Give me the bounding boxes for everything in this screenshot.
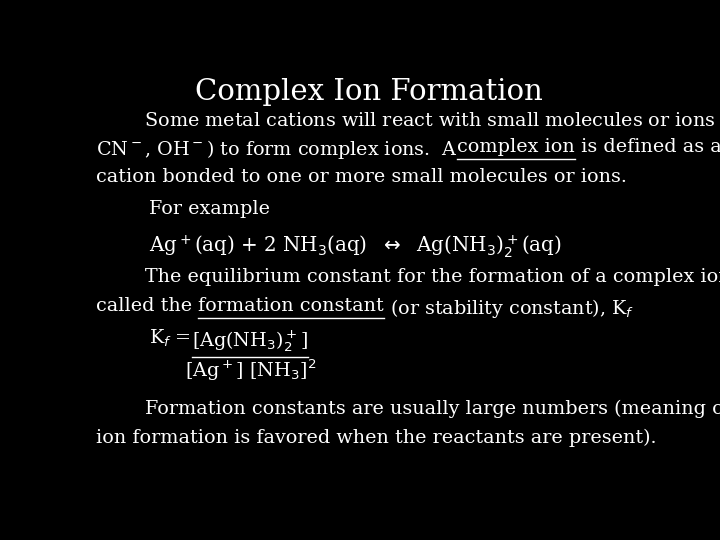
- Text: ion formation is favored when the reactants are present).: ion formation is favored when the reacta…: [96, 429, 656, 447]
- Text: [Ag(NH$_3$)$_2^+$]: [Ag(NH$_3$)$_2^+$]: [192, 328, 308, 354]
- Text: complex ion: complex ion: [457, 138, 575, 157]
- Text: cation bonded to one or more small molecules or ions.: cation bonded to one or more small molec…: [96, 167, 626, 186]
- Text: The equilibrium constant for the formation of a complex ion is: The equilibrium constant for the formati…: [96, 268, 720, 286]
- Text: For example: For example: [148, 200, 269, 218]
- Text: CN$^-$, OH$^-$) to form complex ions.  A: CN$^-$, OH$^-$) to form complex ions. A: [96, 138, 457, 161]
- Text: Complex Ion Formation: Complex Ion Formation: [195, 78, 543, 106]
- Text: formation constant: formation constant: [198, 297, 384, 315]
- Text: (or stability constant), K$_f$: (or stability constant), K$_f$: [384, 297, 634, 320]
- Text: Formation constants are usually large numbers (meaning complex: Formation constants are usually large nu…: [96, 400, 720, 418]
- Text: Ag$^+$(aq) + 2 NH$_3$(aq)  $\leftrightarrow$  Ag(NH$_3$)$_2^+$(aq): Ag$^+$(aq) + 2 NH$_3$(aq) $\leftrightarr…: [148, 233, 562, 260]
- Text: Some metal cations will react with small molecules or ions (NH$_3$,: Some metal cations will react with small…: [96, 109, 720, 132]
- Text: [Ag$^+$] [NH$_3$]$^2$: [Ag$^+$] [NH$_3$]$^2$: [185, 357, 316, 383]
- Text: called the: called the: [96, 297, 198, 315]
- Text: is defined as a metal: is defined as a metal: [575, 138, 720, 157]
- Text: K$_f$ =: K$_f$ =: [148, 328, 192, 349]
